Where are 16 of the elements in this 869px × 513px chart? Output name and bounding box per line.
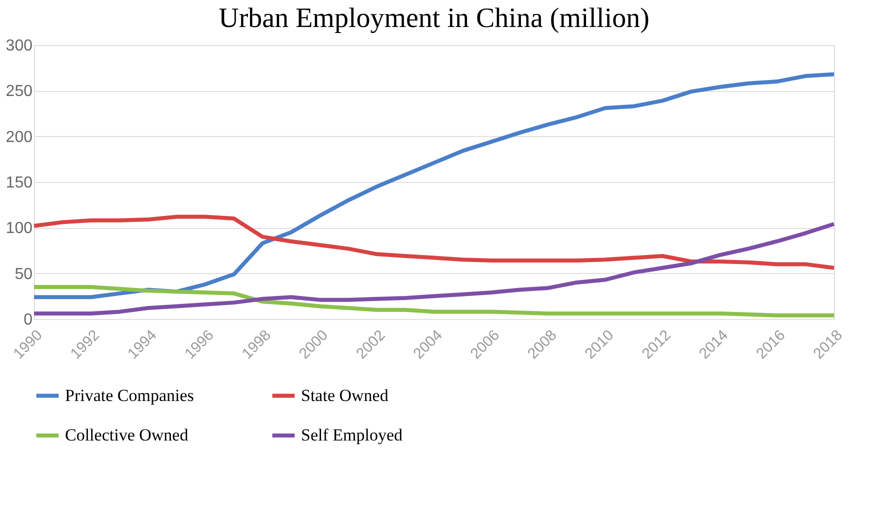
chart-title: Urban Employment in China (million) xyxy=(218,3,650,34)
legend-label: Self Employed xyxy=(301,426,404,444)
y-tick-label: 50 xyxy=(14,266,33,283)
y-tick-label: 200 xyxy=(6,128,33,146)
legend-label: Private Companies xyxy=(65,386,194,405)
y-tick-label: 100 xyxy=(6,220,33,238)
y-tick-label: 250 xyxy=(6,83,33,100)
y-tick-label: 0 xyxy=(24,312,33,328)
line-series xyxy=(32,285,836,318)
y-tick-label: 150 xyxy=(6,174,33,192)
legend-label: State Owned xyxy=(301,386,389,405)
line-series xyxy=(32,214,836,270)
line-series xyxy=(32,222,836,316)
y-tick-label: 300 xyxy=(6,38,33,54)
legend-label: Collective Owned xyxy=(65,426,189,444)
line-series xyxy=(32,72,836,300)
